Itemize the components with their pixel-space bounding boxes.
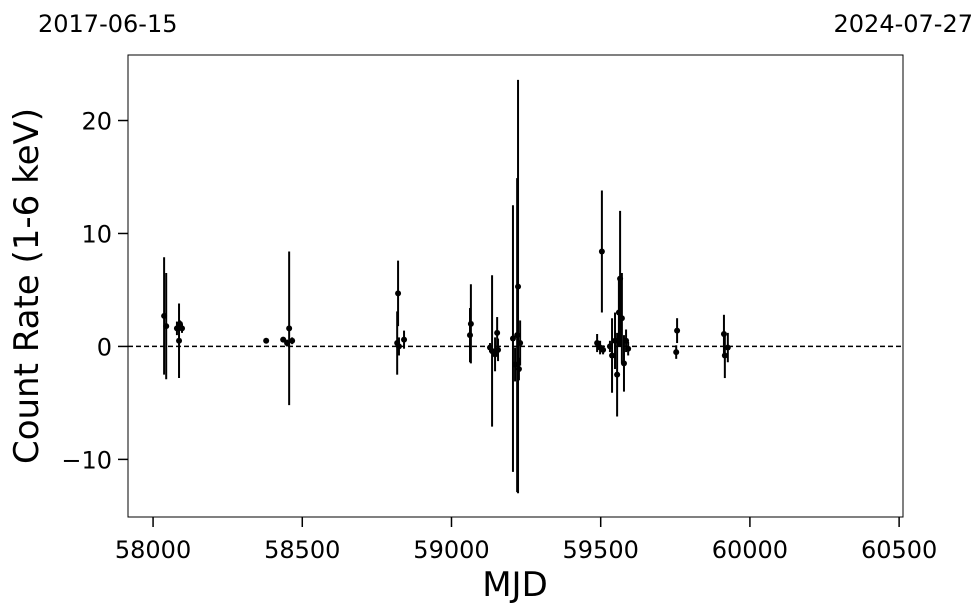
data-point [721, 352, 728, 359]
data-point [609, 352, 616, 359]
y-tick-label: 20 [81, 108, 112, 136]
data-point [673, 349, 680, 356]
data-point [620, 360, 627, 367]
data-point [594, 340, 601, 347]
data-point [600, 346, 607, 353]
data-point [176, 337, 183, 344]
y-tick-label: −10 [61, 446, 112, 474]
x-tick-label: 58000 [115, 536, 191, 564]
x-tick-label: 59000 [413, 536, 489, 564]
data-point [515, 366, 522, 373]
data-point [179, 325, 186, 332]
data-point [674, 327, 681, 334]
data-point [467, 320, 474, 327]
x-tick-label: 58500 [264, 536, 340, 564]
data-point [509, 335, 516, 342]
y-axis-label: Count Rate (1-6 keV) [7, 108, 47, 464]
data-point [614, 371, 621, 378]
end-date-label: 2024-07-27 [834, 10, 973, 38]
data-point [625, 345, 632, 352]
data-point [163, 323, 170, 330]
data-point [401, 336, 408, 343]
plot-frame [127, 54, 904, 518]
x-tick-label: 59500 [563, 536, 639, 564]
y-tick-label: 0 [97, 333, 112, 361]
data-point [492, 351, 499, 358]
data-point [289, 337, 296, 344]
x-tick-label: 60000 [712, 536, 788, 564]
data-point [286, 325, 293, 332]
data-point [263, 337, 270, 344]
y-tick-label: 10 [81, 220, 112, 248]
data-point [395, 290, 402, 297]
data-point [618, 315, 625, 322]
data-point [495, 346, 502, 353]
data-point [517, 340, 524, 347]
data-point [724, 344, 731, 351]
x-tick-label: 60500 [861, 536, 937, 564]
start-date-label: 2017-06-15 [38, 10, 177, 38]
data-point [280, 336, 287, 343]
x-axis-label: MJD [482, 565, 548, 605]
data-point [515, 283, 522, 290]
data-point [598, 248, 605, 255]
data-point [494, 329, 501, 336]
data-point [395, 343, 402, 350]
